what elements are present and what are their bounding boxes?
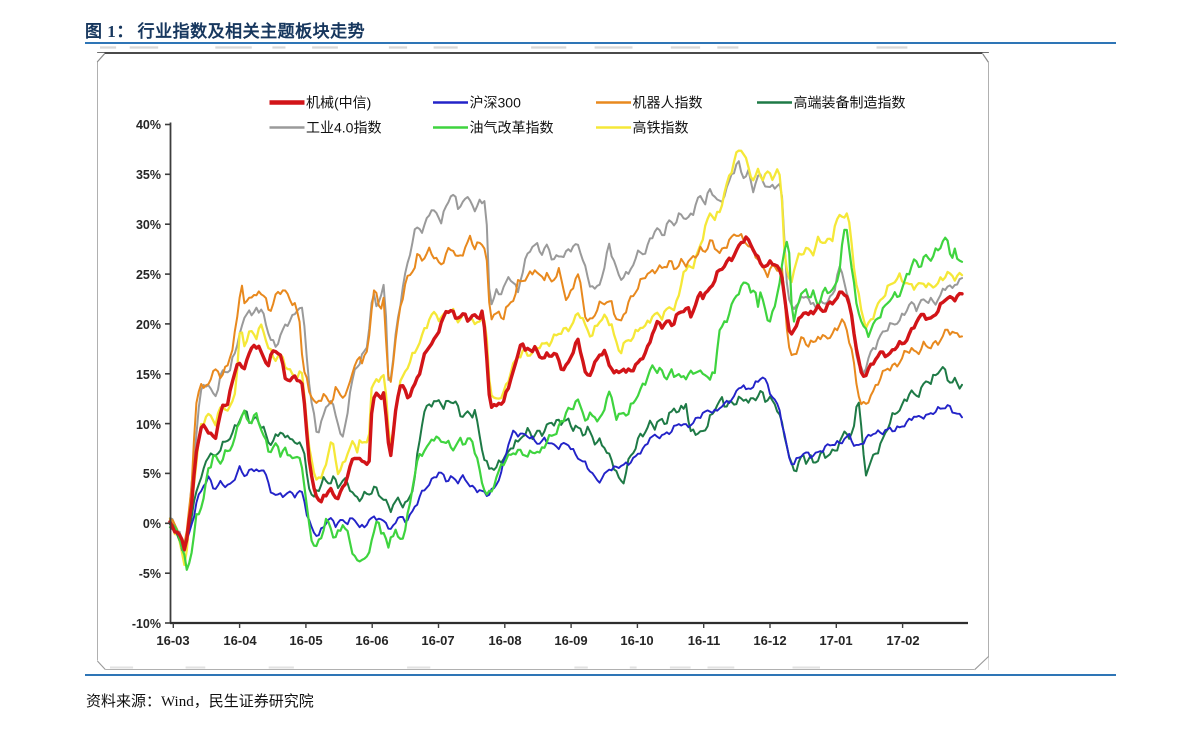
- svg-text:机器人指数: 机器人指数: [633, 95, 703, 111]
- svg-text:工业4.0指数: 工业4.0指数: [306, 120, 381, 136]
- svg-text:高铁指数: 高铁指数: [633, 120, 689, 136]
- svg-text:机械(中信): 机械(中信): [306, 95, 371, 111]
- svg-text:沪深300: 沪深300: [470, 95, 522, 111]
- svg-text:油气改革指数: 油气改革指数: [470, 120, 554, 136]
- svg-text:高端装备制造指数: 高端装备制造指数: [794, 95, 906, 111]
